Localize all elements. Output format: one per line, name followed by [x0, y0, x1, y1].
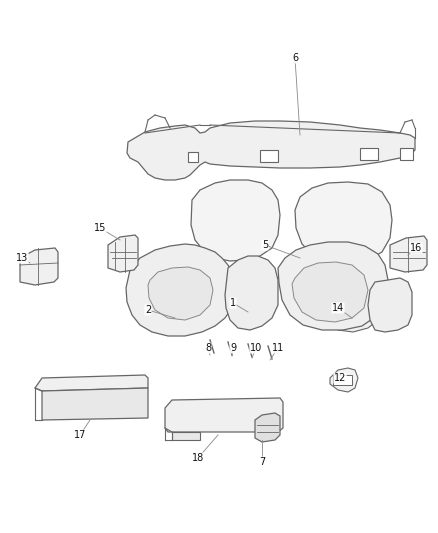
Text: 7: 7	[259, 457, 265, 467]
Polygon shape	[255, 413, 280, 442]
Polygon shape	[165, 398, 283, 432]
Text: 10: 10	[250, 343, 262, 353]
Text: 1: 1	[230, 298, 236, 308]
Polygon shape	[330, 368, 358, 392]
Text: 15: 15	[94, 223, 106, 233]
Polygon shape	[188, 152, 198, 162]
Text: 13: 13	[16, 253, 28, 263]
Polygon shape	[360, 148, 378, 160]
Text: 17: 17	[74, 430, 86, 440]
Text: 2: 2	[145, 305, 151, 315]
Polygon shape	[390, 236, 427, 272]
Polygon shape	[191, 180, 280, 261]
Polygon shape	[278, 242, 388, 330]
Text: 18: 18	[192, 453, 204, 463]
Text: 8: 8	[205, 343, 211, 353]
Text: 16: 16	[410, 243, 422, 253]
Polygon shape	[225, 256, 278, 330]
Polygon shape	[368, 278, 412, 332]
Polygon shape	[295, 182, 392, 263]
Text: 11: 11	[272, 343, 284, 353]
Polygon shape	[148, 267, 213, 320]
Polygon shape	[260, 150, 278, 162]
Text: 12: 12	[334, 373, 346, 383]
Polygon shape	[127, 121, 415, 180]
Text: 14: 14	[332, 303, 344, 313]
Polygon shape	[172, 432, 200, 440]
Polygon shape	[333, 375, 352, 385]
Text: 9: 9	[230, 343, 236, 353]
Polygon shape	[126, 244, 235, 336]
Text: 5: 5	[262, 240, 268, 250]
Polygon shape	[42, 388, 148, 420]
Polygon shape	[400, 148, 413, 160]
Text: 6: 6	[292, 53, 298, 63]
Polygon shape	[328, 282, 382, 332]
Polygon shape	[20, 248, 58, 285]
Polygon shape	[292, 262, 368, 322]
Polygon shape	[108, 235, 138, 272]
Polygon shape	[35, 375, 148, 391]
